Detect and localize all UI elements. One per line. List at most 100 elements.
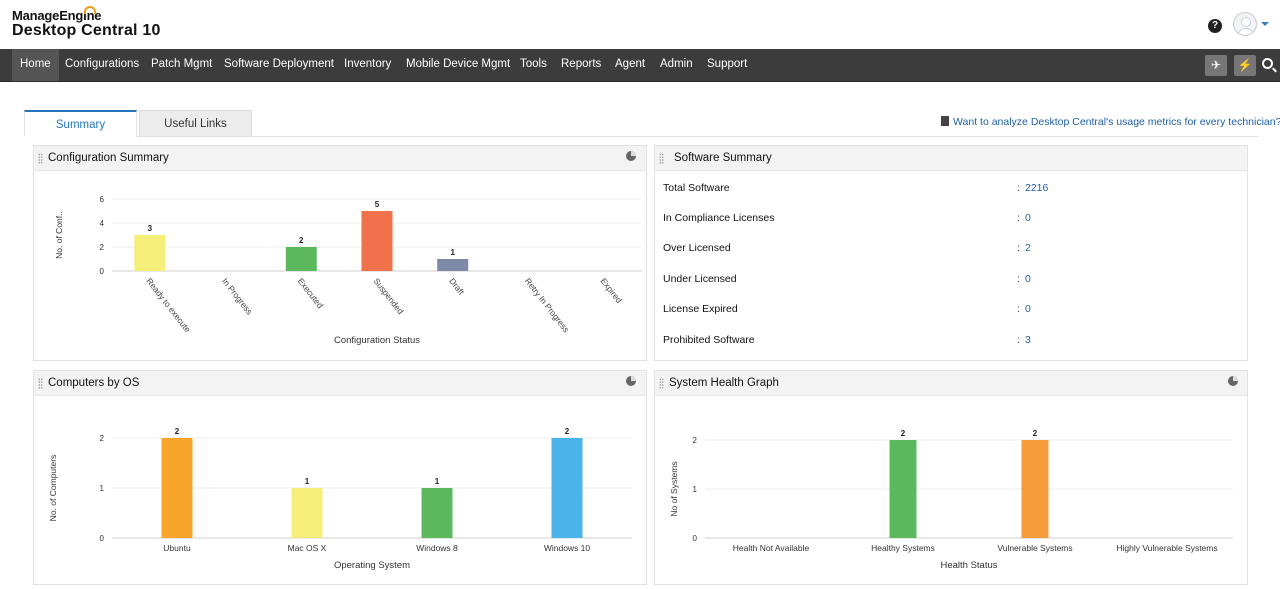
panel-header: Computers by OS xyxy=(34,371,646,396)
help-icon[interactable]: ? xyxy=(1208,19,1222,33)
y-tick-label: 1 xyxy=(100,484,105,493)
panel-title: Computers by OS xyxy=(48,377,140,389)
product-name[interactable]: Desktop Central 10 xyxy=(12,22,161,39)
chart-bar xyxy=(285,247,317,271)
x-tick-label: Health Not Available xyxy=(733,543,810,553)
chart-bar xyxy=(161,438,193,538)
nav-configurations[interactable]: Configurations xyxy=(65,58,140,70)
drag-handle-icon[interactable] xyxy=(659,378,664,389)
x-axis-label: Configuration Status xyxy=(334,335,420,346)
bar-value-label: 2 xyxy=(565,427,570,436)
sw-row-value[interactable]: 0 xyxy=(1025,212,1031,224)
sw-row-value[interactable]: 0 xyxy=(1025,303,1031,315)
chart-type-icon[interactable] xyxy=(1228,376,1238,386)
panel-header: Software Summary xyxy=(655,146,1247,171)
x-tick-label: Healthy Systems xyxy=(871,543,935,553)
sw-row-label: Over Licensed xyxy=(663,242,731,254)
nav-agent[interactable]: Agent xyxy=(615,58,646,70)
nav-tools[interactable]: Tools xyxy=(520,58,547,70)
chart-bar xyxy=(551,438,583,538)
search-icon[interactable] xyxy=(1262,58,1273,69)
bar-value-label: 1 xyxy=(305,477,310,486)
avatar[interactable] xyxy=(1233,12,1257,36)
report-icon xyxy=(941,116,949,126)
bar-value-label: 5 xyxy=(375,200,380,209)
y-axis-label: No of Systems xyxy=(669,461,679,516)
sw-row-value[interactable]: 3 xyxy=(1025,334,1031,346)
chart-bar xyxy=(291,488,323,538)
avatar-body-icon xyxy=(1237,28,1255,35)
drag-handle-icon[interactable] xyxy=(38,153,43,164)
panel-header: Configuration Summary xyxy=(34,146,646,171)
chart-type-icon[interactable] xyxy=(626,376,636,386)
bolt-icon[interactable]: ⚡ xyxy=(1234,55,1256,76)
chart-bar xyxy=(421,488,453,538)
nav-support[interactable]: Support xyxy=(707,58,748,70)
brand-name: ManageEngine xyxy=(12,8,102,23)
brand-logo-arc-icon xyxy=(84,6,96,14)
x-tick-label: Retry In Progress xyxy=(523,276,572,334)
nav-software-deployment[interactable]: Software Deployment xyxy=(224,58,334,70)
chart-bar xyxy=(889,440,917,538)
drag-handle-icon[interactable] xyxy=(38,378,43,389)
x-tick-label: Vulnerable Systems xyxy=(997,543,1072,553)
x-tick-label: In Progress xyxy=(220,276,255,316)
sw-colon: : xyxy=(1017,182,1020,194)
y-tick-label: 6 xyxy=(100,195,105,204)
usage-metrics-link[interactable]: Want to analyze Desktop Central's usage … xyxy=(941,116,1280,128)
usage-metrics-link-text[interactable]: Want to analyze Desktop Central's usage … xyxy=(953,116,1280,128)
software-summary-panel: Software Summary Total Software : 2216 I… xyxy=(654,145,1248,361)
top-header: ManageEngine Desktop Central 10 ? xyxy=(0,0,1280,49)
tab-useful-links[interactable]: Useful Links xyxy=(139,110,252,137)
nav-admin[interactable]: Admin xyxy=(660,58,693,70)
x-tick-label: Ready to execute xyxy=(144,276,193,335)
nav-inventory[interactable]: Inventory xyxy=(344,58,392,70)
sw-colon: : xyxy=(1017,242,1020,254)
panel-title: Software Summary xyxy=(674,152,772,164)
bar-value-label: 2 xyxy=(901,429,906,438)
bar-value-label: 2 xyxy=(299,236,304,245)
chevron-down-icon[interactable] xyxy=(1261,22,1269,26)
x-tick-label: Mac OS X xyxy=(288,543,327,553)
x-tick-label: Expired xyxy=(599,276,625,305)
x-tick-label: Windows 10 xyxy=(544,543,591,553)
tab-divider xyxy=(24,136,1258,137)
bar-value-label: 2 xyxy=(175,427,180,436)
tab-summary[interactable]: Summary xyxy=(24,110,137,137)
main-navbar: Home Configurations Patch Mgmt Software … xyxy=(0,49,1280,82)
bar-value-label: 3 xyxy=(148,224,153,233)
x-tick-label: Highly Vulnerable Systems xyxy=(1116,543,1217,553)
rocket-icon[interactable]: ✈ xyxy=(1205,55,1227,76)
bar-value-label: 2 xyxy=(1033,429,1038,438)
bar-value-label: 1 xyxy=(435,477,440,486)
x-tick-label: Suspended xyxy=(371,276,406,316)
nav-home[interactable]: Home xyxy=(12,49,59,81)
sw-row-label: Under Licensed xyxy=(663,273,737,285)
x-axis-label: Health Status xyxy=(940,560,997,571)
computers-by-os-panel: Computers by OS 0 1 2 No. of Computers 2 Ubun… xyxy=(33,370,647,585)
y-axis-label: No. of Conf.. xyxy=(54,211,64,259)
y-tick-label: 2 xyxy=(100,243,105,252)
health-status-chart: 0 1 2 No of Systems Health Not Available 2 Hea… xyxy=(669,429,1233,571)
x-axis-label: Operating System xyxy=(334,560,410,571)
sw-colon: : xyxy=(1017,212,1020,224)
nav-patch-mgmt[interactable]: Patch Mgmt xyxy=(151,58,213,70)
nav-mobile-device-mgmt[interactable]: Mobile Device Mgmt xyxy=(406,58,511,70)
sw-row-value[interactable]: 2216 xyxy=(1025,182,1049,194)
y-tick-label: 0 xyxy=(693,534,698,543)
x-tick-label: Draft xyxy=(447,276,467,297)
y-tick-label: 4 xyxy=(100,219,105,228)
sw-row-value[interactable]: 2 xyxy=(1025,242,1031,254)
sw-row-value[interactable]: 0 xyxy=(1025,273,1031,285)
sw-row-label: In Compliance Licenses xyxy=(663,212,775,224)
chart-bar xyxy=(1021,440,1049,538)
y-tick-label: 2 xyxy=(100,434,105,443)
y-tick-label: 0 xyxy=(100,534,105,543)
x-tick-label: Windows 8 xyxy=(416,543,458,553)
nav-reports[interactable]: Reports xyxy=(561,58,602,70)
y-tick-label: 2 xyxy=(693,436,698,445)
panel-header: System Health Graph xyxy=(655,371,1247,396)
chart-type-icon[interactable] xyxy=(626,151,636,161)
drag-handle-icon[interactable] xyxy=(659,153,664,164)
panel-title: Configuration Summary xyxy=(48,152,169,164)
